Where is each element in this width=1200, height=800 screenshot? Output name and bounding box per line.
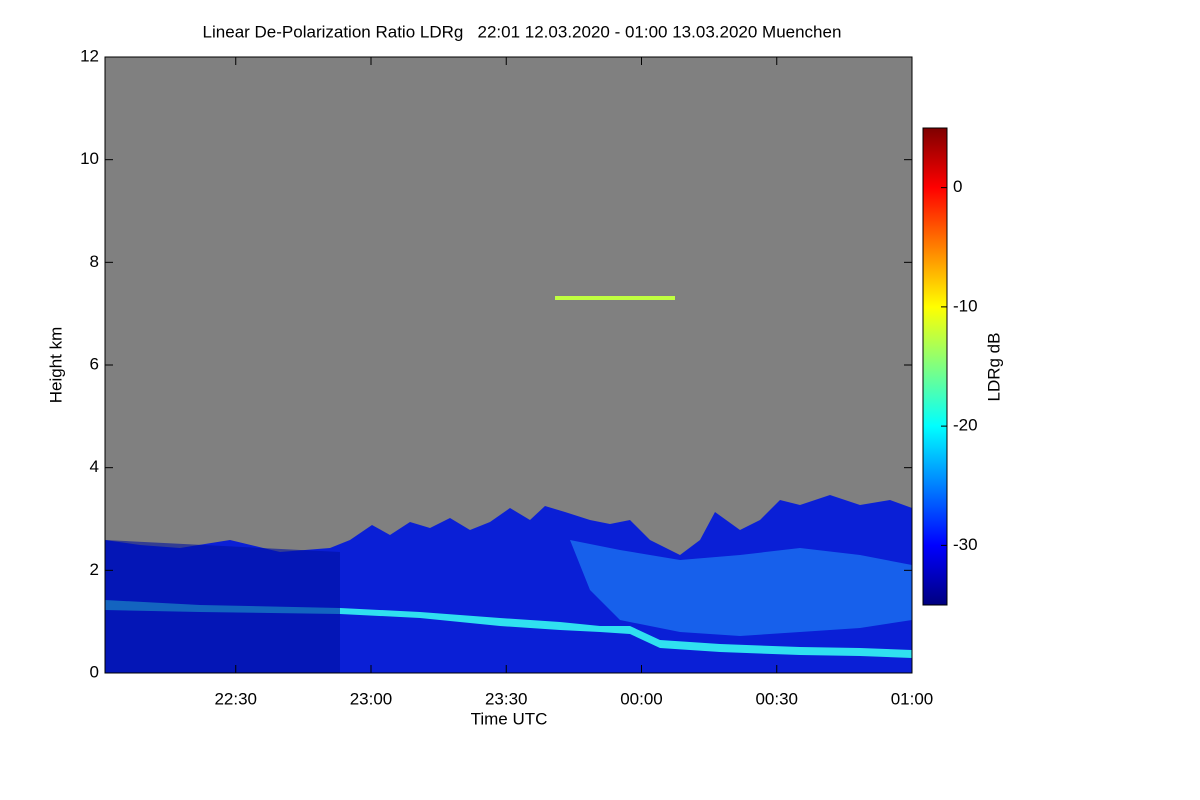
colorbar-tick-label: -10	[953, 296, 978, 315]
colorbar-tick-label: 0	[953, 177, 962, 196]
y-tick-label: 0	[90, 662, 99, 681]
y-axis-label: Height km	[46, 327, 65, 404]
y-tick-label: 10	[80, 149, 99, 168]
x-tick-label: 00:30	[755, 689, 798, 708]
fall-streaks	[570, 540, 912, 636]
x-tick-label: 00:00	[620, 689, 663, 708]
colorbar-tick-label: -30	[953, 535, 978, 554]
y-tick-label: 8	[90, 252, 99, 271]
colorbar-label: LDRg dB	[984, 333, 1003, 402]
x-tick-label: 23:00	[350, 689, 393, 708]
chart-title: Linear De-Polarization Ratio LDRg 22:01 …	[203, 22, 842, 41]
cyan-layer	[105, 600, 912, 658]
x-tick-label: 23:30	[485, 689, 528, 708]
colorbar-tick-label: -20	[953, 416, 978, 435]
x-tick-label: 22:30	[214, 689, 257, 708]
y-tick-label: 2	[90, 560, 99, 579]
low-region	[105, 540, 340, 673]
ldr-field	[105, 296, 912, 673]
y-tick-label: 6	[90, 354, 99, 373]
x-tick-label: 01:00	[891, 689, 934, 708]
x-axis-label: Time UTC	[471, 709, 548, 728]
colorbar	[922, 127, 948, 606]
y-tick-label: 4	[90, 457, 99, 476]
y-tick-label: 12	[80, 46, 99, 65]
thin-layer	[555, 296, 675, 300]
